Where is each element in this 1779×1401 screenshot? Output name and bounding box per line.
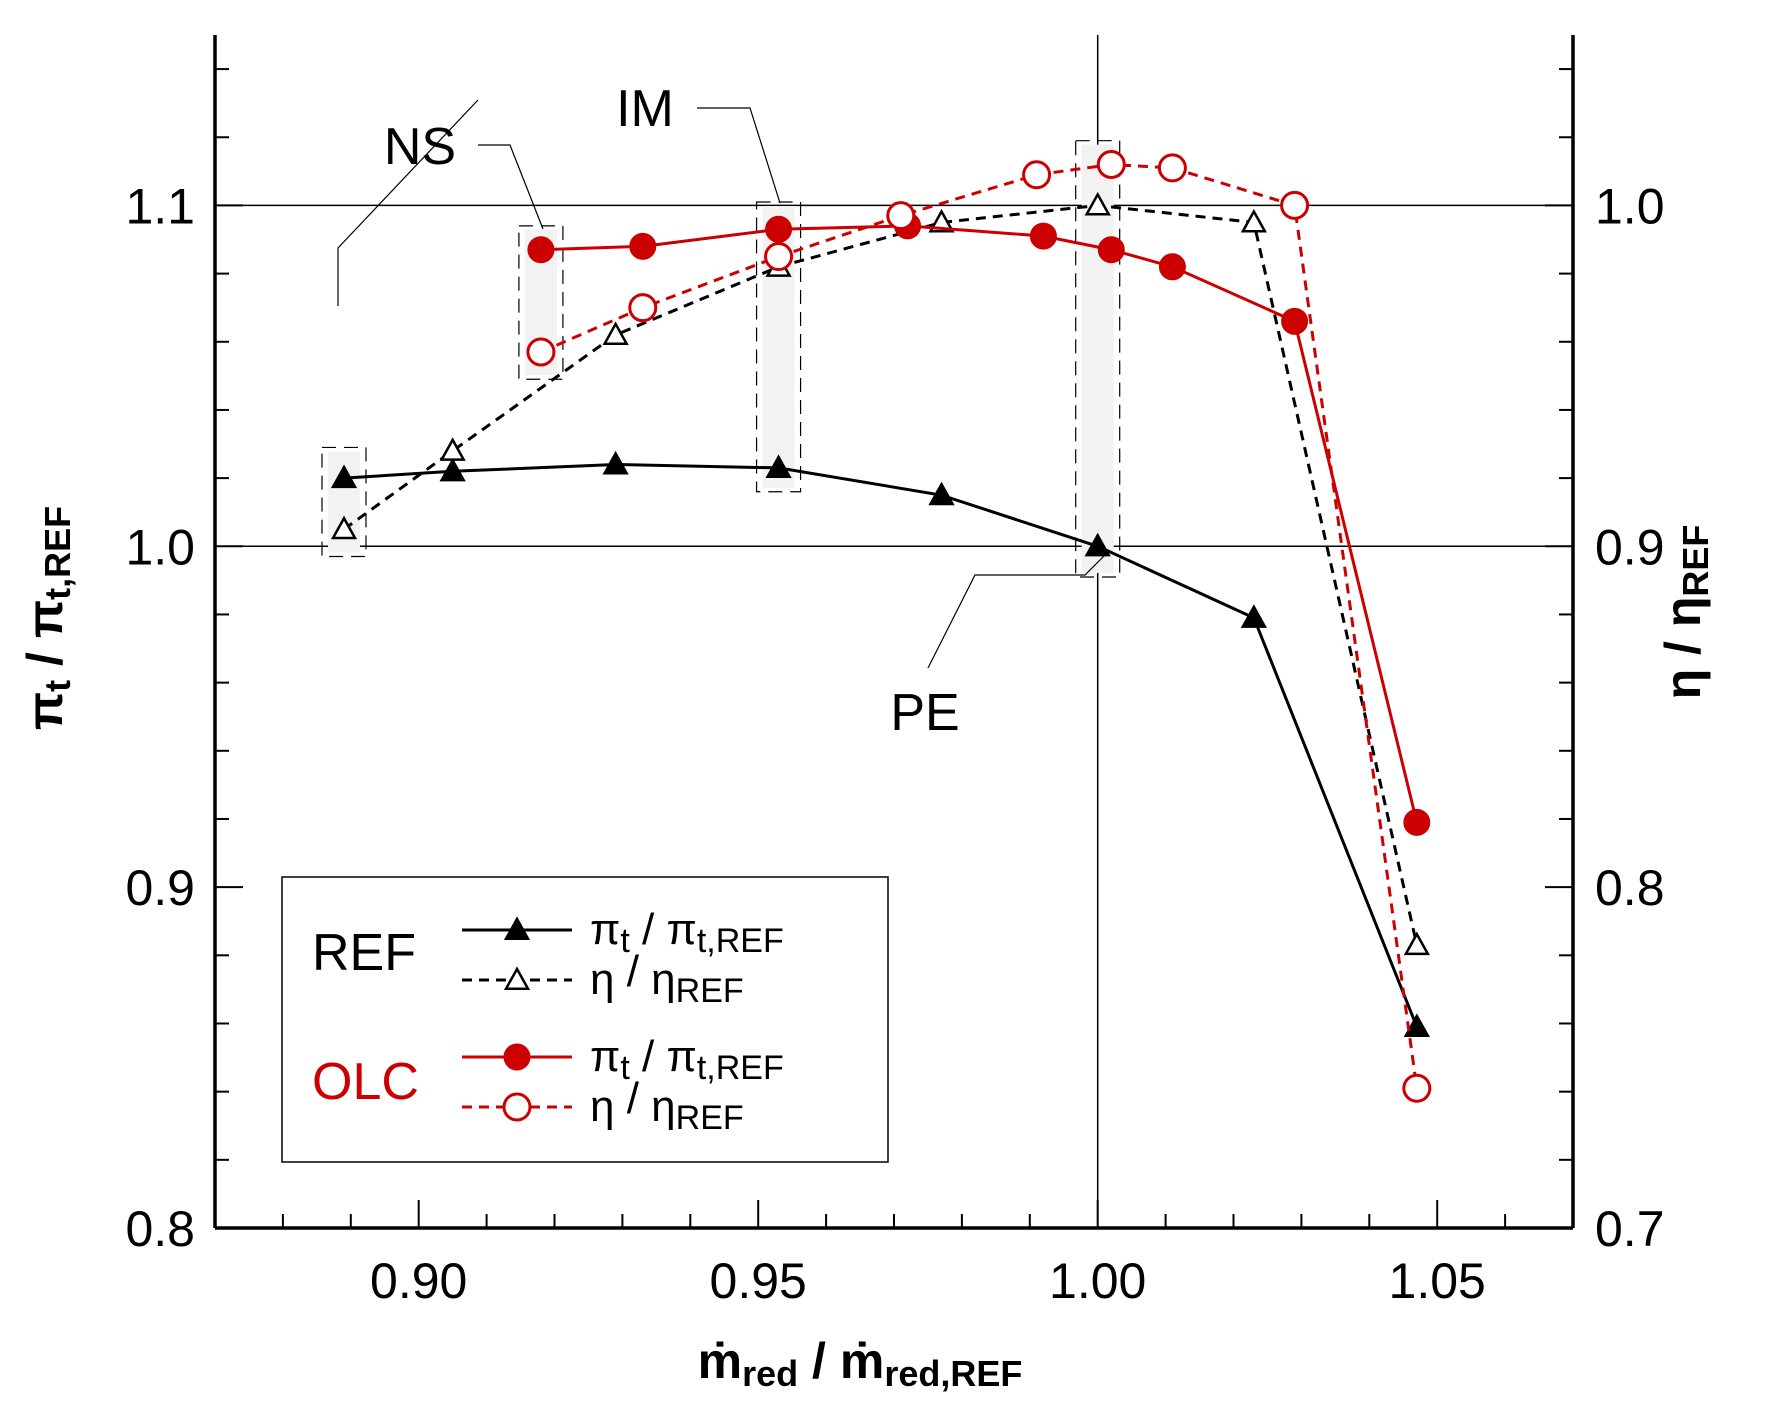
ns-box-1-border (321, 446, 367, 558)
series-line (343, 462, 1419, 1028)
y-left-tick-label: 0.9 (125, 860, 195, 916)
data-point (1157, 153, 1187, 183)
series-3 (526, 150, 1432, 1103)
data-point (1084, 191, 1111, 216)
y-right-tick-label: 1.0 (1595, 178, 1665, 234)
data-point (765, 454, 792, 478)
legend-marker (503, 916, 531, 941)
legend-marker (503, 1043, 531, 1071)
y-left-tick-label: 1.1 (125, 178, 195, 234)
y-left-tick-label: 0.8 (125, 1201, 195, 1257)
data-point (1084, 532, 1111, 557)
callout-pe: PE (890, 684, 959, 742)
data-point (1280, 190, 1310, 220)
legend-label: πt / πt,REF (590, 905, 784, 960)
legend-title-ref: REF (312, 924, 416, 982)
callout-pe-leader (927, 554, 1106, 669)
data-point (330, 515, 358, 540)
data-point (928, 481, 955, 506)
data-point (928, 208, 955, 233)
callout-im-leader (697, 107, 781, 204)
series-line (540, 163, 1419, 1089)
pe-box-fill (1081, 144, 1114, 573)
data-point (526, 337, 556, 367)
series-2 (527, 212, 1431, 836)
series-1 (330, 191, 1430, 956)
tick-labels: 0.90 0.95 1.00 1.05 0.8 0.9 1.0 1.1 0.7 0.8 0.9 1.0 (125, 178, 1664, 1309)
x-tick-label: 1.05 (1389, 1253, 1486, 1309)
legend-marker (502, 1092, 532, 1122)
legend-label: πt / πt,REF (590, 1032, 784, 1087)
legend-label: η / ηREF (590, 947, 744, 1010)
data-point (1022, 160, 1052, 190)
series-layer (330, 150, 1432, 1103)
x-tick-label: 1.00 (1049, 1253, 1146, 1309)
data-point (1281, 307, 1309, 335)
data-point (1158, 253, 1186, 281)
data-point (439, 437, 466, 461)
callout-ns-leader-1 (337, 99, 479, 306)
x-tick-label: 0.95 (710, 1253, 807, 1309)
y-left-axis-label: πt / πt,REF (17, 506, 78, 730)
data-point (1402, 1073, 1432, 1103)
axes (213, 35, 1575, 1230)
legend-marker (503, 966, 531, 991)
y-right-tick-label: 0.7 (1595, 1201, 1665, 1257)
pe-box-border (1075, 140, 1121, 578)
series-0 (330, 450, 1430, 1037)
data-point (602, 321, 629, 346)
data-point (1403, 1013, 1430, 1037)
data-point (1097, 236, 1125, 264)
y-left-tick-label: 1.0 (125, 519, 195, 575)
data-point (1403, 808, 1431, 836)
y-right-axis-label: η / ηREF (1655, 525, 1716, 700)
callout-ns: NS (384, 118, 456, 176)
data-point (602, 450, 629, 475)
data-point (629, 232, 657, 260)
data-point (1029, 222, 1057, 250)
callouts: NS IM PE (337, 80, 1106, 742)
legend-label: η / ηREF (590, 1074, 744, 1137)
data-point (628, 293, 658, 323)
data-point (439, 457, 466, 482)
data-point (1096, 150, 1126, 180)
callout-im: IM (616, 80, 674, 138)
x-tick-label: 0.90 (370, 1253, 467, 1309)
y-right-tick-label: 0.8 (1595, 860, 1665, 916)
im-box-border (755, 201, 802, 493)
data-point (765, 215, 793, 243)
data-point (764, 242, 794, 272)
data-point (527, 236, 555, 264)
data-point (886, 201, 916, 231)
ns-box-2-border (518, 225, 564, 380)
legend-box (281, 876, 889, 1163)
legend-title-olc: OLC (312, 1053, 419, 1111)
data-point (1240, 604, 1267, 628)
data-point (1240, 208, 1267, 233)
data-point (1403, 931, 1430, 956)
callout-ns-leader-2 (478, 144, 544, 230)
y-right-tick-label: 0.9 (1595, 519, 1665, 575)
series-line (343, 203, 1419, 946)
x-axis-label: ṁred / ṁred,REF (698, 1333, 1023, 1394)
data-point (330, 464, 358, 489)
